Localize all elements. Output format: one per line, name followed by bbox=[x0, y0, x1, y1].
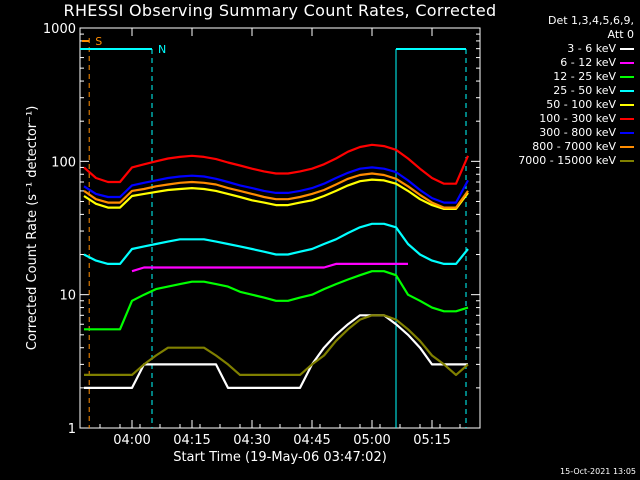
legend-swatch bbox=[620, 76, 634, 78]
legend-header-line-1: Det 1,3,4,5,6,9, bbox=[547, 14, 634, 27]
legend-swatch bbox=[620, 132, 634, 134]
legend-item-label: 6 - 12 keV bbox=[560, 56, 616, 69]
legend-item: 3 - 6 keV bbox=[474, 42, 634, 56]
series-line-2 bbox=[84, 270, 469, 331]
y-tick-label: 1000 bbox=[43, 22, 76, 37]
n-annotation-label: N bbox=[158, 43, 166, 56]
x-tick-label: 04:30 bbox=[233, 433, 270, 448]
legend-item-label: 3 - 6 keV bbox=[567, 42, 616, 55]
legend-swatch bbox=[620, 104, 634, 106]
chart-legend: Det 1,3,4,5,6,9, Att 0 3 - 6 keV 6 - 12 k… bbox=[474, 14, 634, 168]
series-line-6 bbox=[83, 166, 469, 204]
legend-swatch bbox=[620, 90, 634, 92]
timestamp: 15-Oct-2021 13:05 bbox=[560, 467, 636, 476]
chart-title: RHESSI Observing Summary Count Rates, Co… bbox=[63, 1, 497, 20]
legend-item-label: 800 - 7000 keV bbox=[532, 140, 616, 153]
s-annotation-label: S bbox=[95, 35, 102, 48]
series-line-8 bbox=[84, 314, 469, 376]
series-line-4 bbox=[83, 178, 469, 210]
legend-item: 12 - 25 keV bbox=[474, 70, 634, 84]
y-tick-label: 100 bbox=[51, 155, 76, 170]
legend-item: 25 - 50 keV bbox=[474, 84, 634, 98]
series-line-5 bbox=[83, 143, 470, 185]
y-tick-label: 10 bbox=[59, 289, 76, 304]
legend-item-label: 7000 - 15000 keV bbox=[518, 154, 616, 167]
legend-swatch bbox=[620, 48, 634, 50]
legend-swatch bbox=[620, 118, 634, 120]
legend-swatch bbox=[620, 160, 634, 162]
legend-item-label: 25 - 50 keV bbox=[553, 84, 616, 97]
legend-item-label: 300 - 800 keV bbox=[539, 126, 616, 139]
y-axis-label: Corrected Count Rate (s⁻¹ detector⁻¹) bbox=[25, 106, 40, 351]
x-tick-label: 04:45 bbox=[293, 433, 330, 448]
legend-item-label: 12 - 25 keV bbox=[553, 70, 616, 83]
x-tick-label: 05:15 bbox=[413, 433, 450, 448]
series-line-0 bbox=[84, 314, 468, 389]
x-axis-label: Start Time (19-May-06 03:47:02) bbox=[173, 450, 387, 465]
legend-swatch bbox=[620, 62, 634, 64]
y-tick-label: 1 bbox=[68, 422, 76, 437]
legend-item: 50 - 100 keV bbox=[474, 98, 634, 112]
legend-item: 300 - 800 keV bbox=[474, 126, 634, 140]
series-line-7 bbox=[83, 172, 469, 209]
legend-item: 100 - 300 keV bbox=[474, 112, 634, 126]
series-line-3 bbox=[83, 222, 469, 265]
x-tick-label: 04:00 bbox=[113, 433, 150, 448]
legend-item-label: 50 - 100 keV bbox=[546, 98, 616, 111]
legend-swatch bbox=[620, 146, 634, 148]
series-line-1 bbox=[131, 262, 408, 273]
x-tick-label: 04:15 bbox=[173, 433, 210, 448]
legend-item-label: 100 - 300 keV bbox=[539, 112, 616, 125]
legend-item: 6 - 12 keV bbox=[474, 56, 634, 70]
legend-header-line-2: Att 0 bbox=[607, 28, 634, 41]
x-tick-label: 05:00 bbox=[353, 433, 390, 448]
legend-item: 800 - 7000 keV bbox=[474, 140, 634, 154]
legend-item: 7000 - 15000 keV bbox=[474, 154, 634, 168]
